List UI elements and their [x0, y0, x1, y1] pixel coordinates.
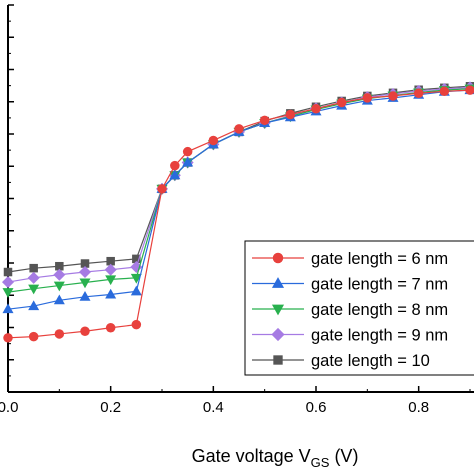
data-point: [79, 266, 91, 279]
data-point: [170, 160, 180, 171]
data-point: [79, 291, 91, 301]
data-point: [285, 109, 296, 120]
data-point: [3, 333, 13, 343]
data-point: [465, 85, 474, 95]
data-point: [439, 86, 450, 97]
data-point: [80, 259, 90, 268]
x-tick-label: 0.4: [203, 399, 224, 416]
data-point: [79, 278, 91, 289]
data-point: [2, 303, 14, 314]
data-point: [2, 288, 14, 298]
series-group: [2, 84, 474, 314]
data-point: [130, 285, 142, 296]
data-point: [28, 331, 39, 342]
data-point: [3, 267, 13, 277]
data-point: [259, 115, 270, 126]
data-point: [28, 300, 40, 311]
data-point: [28, 284, 40, 295]
y-ticks: [8, 4, 14, 393]
data-point: [271, 327, 285, 342]
x-tick-label: 0.0: [0, 399, 18, 416]
data-point: [272, 252, 284, 264]
legend-label: gate length = 10: [311, 352, 430, 370]
x-tick-label: 0.6: [306, 399, 327, 416]
legend-box: [244, 240, 474, 376]
data-point: [336, 97, 347, 108]
data-point: [132, 254, 141, 264]
data-point: [130, 273, 142, 284]
data-point: [53, 268, 66, 281]
legend: gate length = 6 nm gate length = 7 nm gate…: [244, 240, 474, 376]
data-point: [54, 329, 65, 339]
legend-label: gate length = 7 nm: [311, 276, 448, 294]
data-point: [105, 288, 117, 299]
data-point: [131, 319, 142, 330]
x-tick-label: 0.2: [100, 399, 121, 416]
data-point: [208, 135, 219, 146]
series-group: [3, 85, 474, 343]
data-point: [130, 260, 143, 273]
data-point: [273, 355, 283, 365]
data-point: [362, 93, 373, 103]
series-line: [7, 89, 471, 310]
data-point: [80, 326, 90, 336]
data-point: [157, 184, 167, 194]
data-point: [182, 156, 194, 167]
legend-label: gate length = 6 nm: [311, 250, 448, 268]
data-point: [271, 277, 285, 288]
data-point: [105, 275, 117, 286]
data-point: [55, 261, 64, 271]
legend-label: gate length = 9 nm: [311, 327, 448, 345]
x-tick-label: 0.8: [408, 399, 429, 416]
data-point: [53, 281, 65, 292]
data-point: [234, 124, 244, 134]
legend-label: gate length = 8 nm: [311, 301, 448, 319]
data-point: [311, 103, 321, 114]
data-point: [413, 88, 424, 98]
data-point: [2, 276, 14, 289]
x-ticks: 0.0 0.2 0.4 0.6 0.8: [0, 386, 471, 416]
data-point: [271, 304, 285, 316]
x-axis-title: Gate voltage VGS (V): [192, 446, 359, 470]
data-point: [29, 263, 38, 273]
data-point: [53, 294, 65, 305]
data-point: [104, 263, 117, 276]
series-layer: [2, 81, 474, 343]
data-point: [105, 323, 116, 333]
data-point: [182, 146, 193, 157]
data-point: [388, 91, 398, 101]
data-point: [27, 271, 40, 284]
data-point: [169, 169, 181, 180]
data-point: [106, 256, 115, 266]
